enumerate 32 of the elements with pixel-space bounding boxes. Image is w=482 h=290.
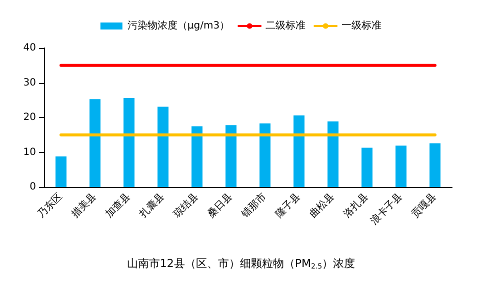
x-tick-label: 乃东区 (35, 190, 65, 220)
legend-label: 一级标准 (342, 20, 382, 32)
bar (294, 115, 304, 187)
x-tick-label: 错那市 (238, 190, 269, 221)
bar (430, 143, 440, 187)
bar (396, 146, 406, 187)
x-tick-label: 贡嘎县 (410, 191, 439, 220)
bar (192, 126, 202, 187)
bar (90, 99, 100, 187)
x-tick-label: 琼结县 (171, 190, 201, 220)
bar (124, 98, 134, 187)
y-tick-label: 30 (23, 77, 36, 88)
legend-label: 污染物浓度（μg/m3） (127, 20, 230, 32)
bar (158, 106, 168, 187)
y-tick-label: 10 (23, 146, 36, 158)
x-tick-label: 措美县 (69, 190, 99, 220)
bar (362, 148, 372, 187)
x-tick-label: 桑日县 (206, 191, 235, 220)
x-tick-label: 隆子县 (273, 190, 303, 220)
bar (226, 125, 236, 187)
bar (56, 156, 66, 187)
bar (328, 121, 338, 187)
x-tick-label: 扎囊县 (137, 190, 167, 220)
y-tick-label: 40 (23, 42, 36, 54)
x-tick-label: 洛扎县 (341, 190, 371, 220)
x-tick-label: 加查县 (103, 190, 133, 220)
x-tick-label: 曲松县 (307, 190, 337, 220)
legend-label: 二级标准 (266, 20, 306, 32)
x-tick-label: 浪卡子县 (368, 190, 405, 228)
y-tick-label: 20 (23, 112, 36, 123)
bar (260, 123, 270, 187)
y-tick-label: 0 (30, 182, 36, 192)
